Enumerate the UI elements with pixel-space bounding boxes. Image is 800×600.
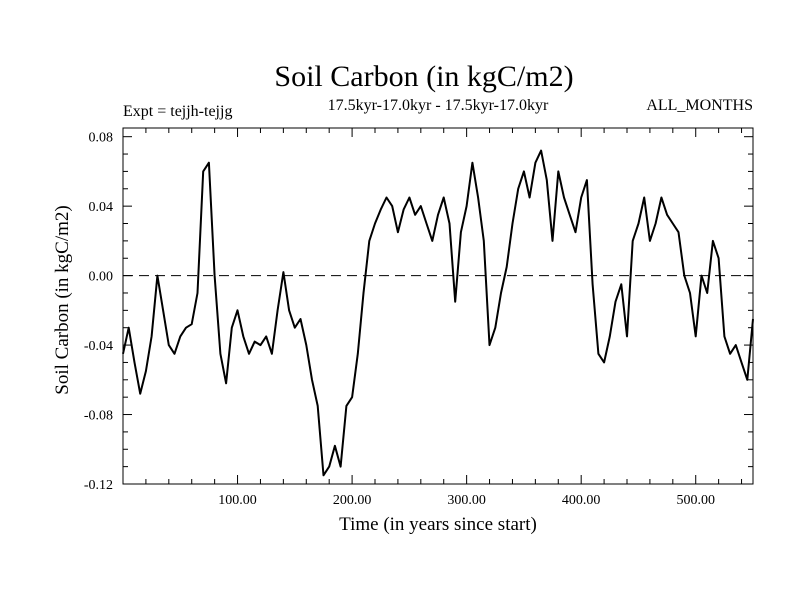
experiment-label: Expt = tejjh-tejjg xyxy=(123,103,232,120)
y-tick-label: -0.12 xyxy=(84,478,113,493)
x-tick-label: 300.00 xyxy=(447,493,486,508)
y-axis-label: Soil Carbon (in kgC/m2) xyxy=(52,205,73,394)
x-tick-label: 100.00 xyxy=(218,493,257,508)
chart-title: Soil Carbon (in kgC/m2) xyxy=(274,60,573,93)
y-tick-label: 0.04 xyxy=(89,200,114,215)
x-axis-label: Time (in years since start) xyxy=(339,514,537,535)
y-tick-label: 0.00 xyxy=(89,270,114,285)
axis-ticks: 100.00 200.00 300.00 400.00 500.00 -0.12 -0.08… xyxy=(84,128,753,508)
period-label: 17.5kyr-17.0kyr - 17.5kyr-17.0kyr xyxy=(328,97,549,114)
months-label: ALL_MONTHS xyxy=(646,97,753,114)
y-tick-label: -0.04 xyxy=(84,339,113,354)
y-tick-label: 0.08 xyxy=(89,131,114,146)
plot-frame xyxy=(122,127,754,485)
x-tick-label: 200.00 xyxy=(333,493,372,508)
x-tick-label: 400.00 xyxy=(562,493,601,508)
series-line-0 xyxy=(122,149,754,477)
x-tick-label: 500.00 xyxy=(676,493,715,508)
y-tick-label: -0.08 xyxy=(84,409,113,424)
plot-area xyxy=(122,127,754,485)
